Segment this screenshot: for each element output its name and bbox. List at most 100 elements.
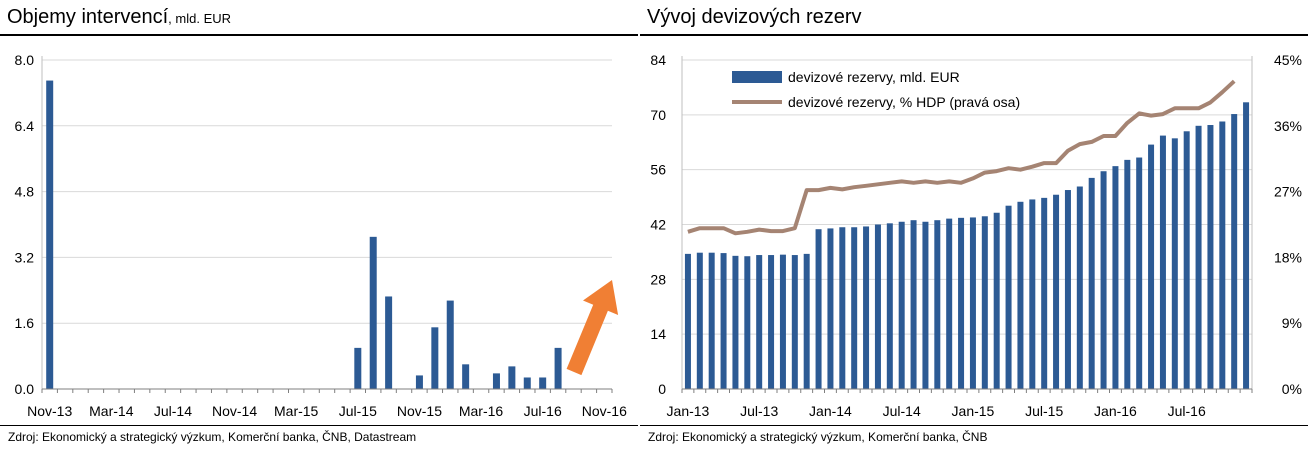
- bar: [1088, 177, 1095, 389]
- title-rule-right: [640, 34, 1308, 36]
- bar: [910, 220, 917, 389]
- x-tick-label: Mar-16: [459, 403, 504, 419]
- bar: [1053, 194, 1060, 389]
- bar: [886, 223, 893, 389]
- legend-swatch-bar: [732, 71, 782, 83]
- bar: [1243, 102, 1250, 390]
- bar: [446, 300, 454, 389]
- y2-tick-label: 9%: [1282, 315, 1302, 331]
- x-tick-label: Jul-16: [524, 403, 562, 419]
- bar: [1041, 197, 1048, 389]
- bar: [768, 255, 775, 389]
- bar: [508, 366, 516, 389]
- bar: [981, 216, 988, 389]
- y2-tick-label: 27%: [1274, 184, 1302, 200]
- title-rule-left: [0, 34, 638, 36]
- bar: [1231, 114, 1238, 390]
- chart-title-left-suffix: , mld. EUR: [168, 11, 232, 26]
- x-tick-label: Nov-15: [397, 403, 442, 419]
- bar: [369, 236, 377, 389]
- bar: [898, 221, 905, 389]
- bar: [803, 253, 810, 389]
- x-tick-label: Jul-15: [1025, 403, 1063, 419]
- bar: [934, 220, 941, 389]
- bar: [922, 221, 929, 389]
- bar: [863, 226, 870, 389]
- bar: [779, 254, 786, 389]
- bar: [874, 224, 881, 389]
- chart-title-left: Objemy intervencí, mld. EUR: [7, 6, 231, 29]
- bar: [708, 252, 715, 389]
- x-tick-label: Jul-13: [740, 403, 778, 419]
- x-tick-label: Jan-15: [952, 403, 995, 419]
- bar: [1219, 121, 1226, 389]
- y2-tick-label: 18%: [1274, 249, 1302, 265]
- chart-interventions: 0.0 1.6 3.2 4.8 6.4 8.0 Nov-13 Mar-14 Jul-14 Nov-…: [15, 52, 628, 419]
- bar: [1136, 157, 1143, 389]
- source-note-right: Zdroj: Ekonomický a strategický výzkum, …: [648, 430, 988, 444]
- bar: [1064, 190, 1071, 389]
- bar: [1005, 205, 1012, 389]
- y2-tick-label: 36%: [1274, 118, 1302, 134]
- source-rule-right: [640, 425, 1308, 426]
- bar: [696, 252, 703, 389]
- bar: [1076, 186, 1083, 389]
- bar: [1148, 144, 1155, 389]
- y-tick-label: 0: [658, 381, 666, 397]
- y-tick-label: 84: [650, 52, 666, 68]
- bar: [1159, 135, 1166, 389]
- bar: [354, 347, 362, 389]
- bar: [815, 229, 822, 389]
- x-tick-label: Jul-15: [339, 403, 377, 419]
- bar: [492, 373, 500, 389]
- source-note-left: Zdroj: Ekonomický a strategický výzkum, …: [8, 430, 417, 444]
- bar: [756, 255, 763, 389]
- bar: [684, 253, 691, 389]
- bar: [827, 228, 834, 389]
- bar: [1183, 131, 1190, 389]
- x-tick-label: Nov-16: [582, 403, 627, 419]
- legend: devizové rezervy, mld. EUR devizové rezer…: [732, 69, 1020, 110]
- bar: [720, 253, 727, 389]
- bar: [851, 227, 858, 389]
- bar: [1195, 125, 1202, 390]
- bar: [1017, 201, 1024, 389]
- bar: [1124, 159, 1131, 389]
- x-tick-label: Jul-14: [154, 403, 192, 419]
- chart-title-right: Vývoj devizových rezerv: [647, 6, 862, 28]
- bar: [523, 377, 531, 389]
- bar: [1171, 138, 1178, 389]
- y-tick-label: 28: [650, 271, 666, 287]
- bar: [744, 256, 751, 389]
- panel-interventions: Objemy intervencí, mld. EUR 0.0 1.6 3.2 4.8…: [0, 0, 640, 453]
- y-tick-label: 42: [650, 217, 666, 233]
- bar: [946, 218, 953, 389]
- y-tick-label: 56: [650, 162, 666, 178]
- bar: [462, 364, 470, 389]
- x-tick-label: Jan-16: [1094, 403, 1137, 419]
- bar: [554, 347, 562, 389]
- y-tick-label: 8.0: [15, 52, 35, 68]
- bar: [415, 375, 423, 389]
- y-tick-label: 70: [650, 107, 666, 123]
- y-tick-label: 6.4: [15, 118, 35, 134]
- y-tick-label: 14: [650, 326, 666, 342]
- bar: [1207, 125, 1214, 390]
- x-tick-label: Mar-14: [89, 403, 134, 419]
- legend-label-line: devizové rezervy, % HDP (pravá osa): [788, 94, 1020, 110]
- bar: [1112, 166, 1119, 389]
- legend-label-bar: devizové rezervy, mld. EUR: [788, 69, 960, 85]
- bar: [732, 255, 739, 389]
- bar: [1029, 199, 1036, 389]
- y-tick-label: 4.8: [15, 184, 35, 200]
- bar: [839, 227, 846, 389]
- x-tick-label: Nov-13: [27, 403, 72, 419]
- x-tick-label: Jul-14: [883, 403, 921, 419]
- y-tick-label: 3.2: [15, 249, 35, 265]
- trend-arrow: [566, 280, 619, 376]
- bar: [993, 212, 1000, 389]
- bar: [46, 80, 54, 389]
- x-tick-label: Jul-16: [1168, 403, 1206, 419]
- bar: [958, 217, 965, 389]
- arrow-shape: [566, 280, 619, 376]
